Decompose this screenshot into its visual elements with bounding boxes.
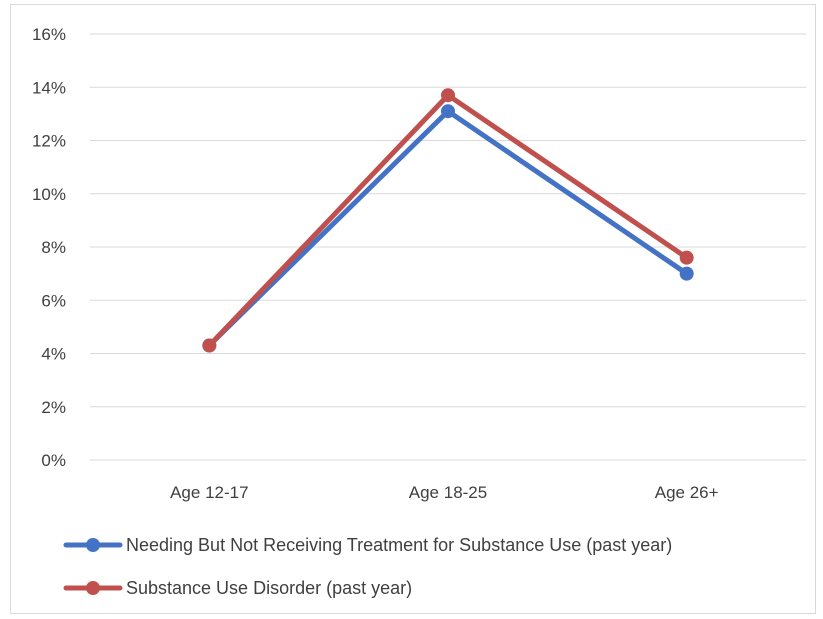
data-point — [202, 338, 217, 353]
y-tick-label: 0% — [41, 451, 66, 470]
y-tick-label: 16% — [32, 25, 66, 44]
y-tick-label: 8% — [41, 238, 66, 257]
legend-marker-1 — [86, 538, 100, 552]
x-tick-label: Age 12-17 — [170, 483, 248, 502]
y-tick-label: 2% — [41, 398, 66, 417]
x-tick-label: Age 18-25 — [409, 483, 487, 502]
y-tick-label: 4% — [41, 345, 66, 364]
data-point — [679, 250, 694, 265]
legend: Needing But Not Receiving Treatment for … — [63, 535, 672, 598]
series-line-2 — [206, 92, 690, 349]
y-tick-label: 12% — [32, 132, 66, 151]
x-axis-ticks: Age 12-17 Age 18-25 Age 26+ — [170, 483, 719, 502]
y-tick-label: 14% — [32, 78, 66, 97]
data-point — [679, 266, 694, 281]
series-line-1 — [206, 108, 690, 349]
gridlines — [90, 33, 806, 461]
data-point — [441, 88, 455, 103]
chart-frame — [10, 4, 816, 614]
x-tick-label: Age 26+ — [655, 483, 719, 502]
y-axis-ticks: 0% 2% 4% 6% 8% 10% 12% 14% 16% — [32, 25, 66, 470]
legend-label-2: Substance Use Disorder (past year) — [126, 578, 412, 598]
legend-label-1: Needing But Not Receiving Treatment for … — [126, 535, 672, 555]
y-tick-label: 10% — [32, 185, 66, 204]
legend-marker-2 — [86, 581, 100, 595]
data-point — [441, 104, 455, 119]
series-group — [202, 88, 694, 353]
y-tick-label: 6% — [41, 291, 66, 310]
